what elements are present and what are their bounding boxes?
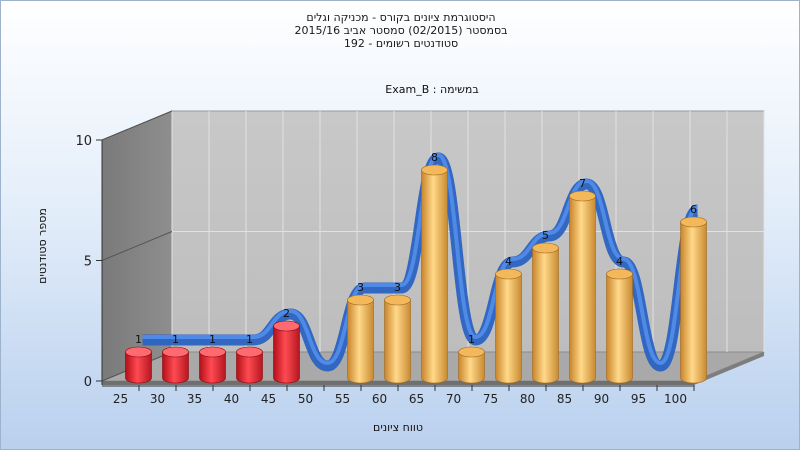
chart-title-line3: 192 - סטודנטים רשומים	[343, 37, 459, 50]
bar-cylinder	[680, 221, 707, 384]
bar-cylinder	[421, 169, 448, 384]
y-tick-label: 0	[84, 375, 92, 390]
x-tick-label: 65	[409, 392, 424, 406]
bar-value-label: 1	[172, 333, 179, 346]
x-tick-label: 95	[631, 392, 646, 406]
x-axis-label: טווח ציונים	[373, 421, 423, 434]
bar-top	[569, 190, 596, 202]
y-axis-label: מספר סטודנטים	[36, 208, 49, 284]
bar-value-label: 5	[542, 229, 549, 242]
bar-top	[458, 346, 485, 358]
wall-tick-line	[101, 110, 173, 141]
x-tick-label: 75	[483, 392, 498, 406]
bar-top	[236, 346, 263, 358]
bar-top	[680, 216, 707, 228]
bar-top	[347, 294, 374, 306]
bar-value-label: 1	[209, 333, 216, 346]
chart-title-line1: היסטוגרמת ציונים בקורס - מכניקה וגלים	[306, 11, 496, 24]
bar-cylinder	[569, 195, 596, 384]
bar-top	[532, 242, 559, 254]
bar-top	[199, 346, 226, 358]
x-tick-label: 60	[372, 392, 387, 406]
chart-title-line2: בסמסטר (02/2015) סמסטר אביב 2015/16	[294, 24, 508, 37]
bar-cylinder	[347, 299, 374, 384]
bar-cylinder	[236, 351, 263, 384]
bar-top	[125, 346, 152, 358]
bar-cylinder	[606, 273, 633, 384]
x-tick-label: 40	[224, 392, 239, 406]
x-tick-label: 55	[335, 392, 350, 406]
x-tick-label: 80	[520, 392, 535, 406]
bar-value-label: 1	[468, 333, 475, 346]
bar-cylinder	[162, 351, 189, 384]
bar-top	[606, 268, 633, 280]
x-tick-label: 50	[298, 392, 313, 406]
bar-top	[162, 346, 189, 358]
bar-cylinder	[495, 273, 522, 384]
trend-ribbon-highlight	[142, 152, 699, 366]
bar-cylinder	[273, 325, 300, 384]
x-tick-label: 45	[261, 392, 276, 406]
x-tick-label: 85	[557, 392, 572, 406]
x-tick-label: 35	[187, 392, 202, 406]
bar-value-label: 8	[431, 151, 438, 164]
x-tick-label: 100	[664, 392, 687, 406]
bar-value-label: 7	[579, 177, 586, 190]
bar-cylinder	[199, 351, 226, 384]
bar-cylinder	[532, 247, 559, 384]
x-tick-label: 70	[446, 392, 461, 406]
floor-side	[694, 352, 764, 385]
bar-value-label: 4	[616, 255, 623, 268]
bar-value-label: 4	[505, 255, 512, 268]
wall-tick-line	[101, 231, 173, 261]
bar-cylinder	[125, 351, 152, 384]
chart-subtitle: Exam_B : במשימה	[385, 83, 478, 96]
bar-top	[495, 268, 522, 280]
bar-value-label: 3	[394, 281, 401, 294]
bar-value-label: 3	[357, 281, 364, 294]
y-tick-label: 10	[75, 134, 92, 149]
y-tick-label: 5	[84, 255, 92, 270]
bar-value-label: 1	[246, 333, 253, 346]
bar-top	[273, 320, 300, 332]
bar-value-label: 1	[135, 333, 142, 346]
bar-cylinder	[384, 299, 411, 384]
x-tick-label: 90	[594, 392, 609, 406]
bar-value-label: 2	[283, 307, 290, 320]
bar-cylinder	[458, 351, 485, 384]
bar-value-label: 6	[690, 203, 697, 216]
x-tick-label: 25	[113, 392, 128, 406]
x-tick-label: 30	[150, 392, 165, 406]
bar-top	[384, 294, 411, 306]
bar-top	[421, 164, 448, 176]
